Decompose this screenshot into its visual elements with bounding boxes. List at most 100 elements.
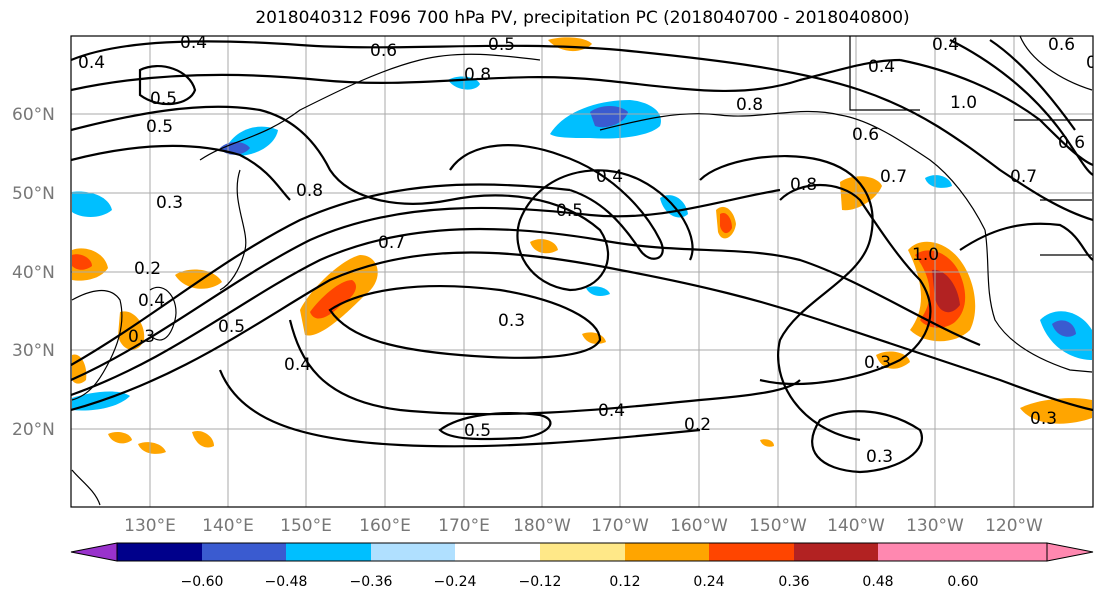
colorbar-segment [117,543,202,561]
lon-label: 150°W [749,516,807,536]
contour-label: 0.5 [464,421,491,441]
lat-label: 30°N [12,341,55,361]
contour-labels: 0.4 0.6 0.5 0.4 0.6 0.5 0.8 0.5 0.4 0.3 … [78,33,1105,467]
contour-label: 0.4 [596,167,623,187]
contour-label: 0.3 [866,447,893,467]
contour-label: 0.5 [150,89,177,109]
contour-label: 0.6 [852,125,879,145]
lon-label: 160°W [670,516,728,536]
contour-label: 0.6 [1058,133,1085,153]
colorbar-segment [371,543,455,561]
colorbar-tick: 0.36 [778,574,809,590]
precip-positive-core [720,212,732,234]
precip-negative-region [586,286,610,296]
contour-label: 0.4 [180,33,207,53]
contour-label: 0.7 [1010,167,1037,187]
lon-label: 130°W [906,516,964,536]
lat-label: 50°N [12,184,55,204]
contour-label: 0.7 [880,167,907,187]
colorbar-segment [455,543,540,561]
precip-positive-region [118,311,145,350]
contour-label: 0.5 [146,117,173,137]
contour-label: 0.3 [1086,53,1105,73]
colorbar-segment [625,543,709,561]
precip-negative-region [72,191,112,217]
colorbar-extend-low [70,542,118,562]
contour-label: 0.2 [134,259,161,279]
contour-label: 0.5 [218,317,245,337]
map-frame [70,35,1094,508]
colorbar-tick: 0.48 [862,574,893,590]
colorbar-segment [202,543,286,561]
colorbar-segment [878,543,963,561]
colorbar-tick: −0.24 [434,574,477,590]
pv-contours [71,39,1093,474]
contour-label: 0.6 [370,41,397,61]
lon-label: 130°E [124,516,176,536]
precip-negative-core [590,106,628,128]
lon-label: 170°E [438,516,490,536]
colorbar-segment [540,543,625,561]
graticule [71,36,1093,507]
contour-label: 0.5 [488,35,515,55]
colorbar-tick: 0.12 [609,574,640,590]
colorbar-tick: −0.12 [519,574,562,590]
precip-positive-region [876,351,910,369]
contour-label: 0.3 [1030,409,1057,429]
contour-label: 1.0 [912,245,939,265]
precip-positive-core [310,280,356,319]
contour-label: 0.8 [790,175,817,195]
lat-label: 20°N [12,420,55,440]
colorbar-extend-outline [1046,542,1094,562]
lon-label: 170°W [591,516,649,536]
precip-negative-region [925,175,952,188]
precip-negative-core [1052,320,1076,337]
map-title: 2018040312 F096 700 hPa PV, precipitatio… [255,8,910,28]
contour-label: 0.4 [932,35,959,55]
latitude-labels: 60°N 50°N 40°N 30°N 20°N [12,105,55,440]
lon-label: 160°E [359,516,411,536]
contour-label: 0.8 [464,65,491,85]
precip-positive-region [530,239,558,254]
precip-positive-region [108,432,132,444]
contour-label: 0.3 [864,353,891,373]
precip-positive-region [138,442,166,454]
precip-positive-max [932,269,960,313]
colorbar-tick: 0.24 [693,574,724,590]
contour-label: 0.4 [598,401,625,421]
contour-label: 0.4 [138,291,165,311]
lon-label: 150°E [280,516,332,536]
lat-label: 60°N [12,105,55,125]
lon-label: 180°W [513,516,571,536]
contour-label: 0.6 [1048,35,1075,55]
colorbar-tick: −0.48 [265,574,308,590]
lon-label: 140°W [827,516,885,536]
contour-label: 0.4 [284,355,311,375]
colorbar-tick: −0.36 [350,574,393,590]
colorbar-tick: −0.60 [181,574,224,590]
contour-label: 0.5 [556,201,583,221]
colorbar-segment [794,543,878,561]
contour-label: 1.0 [950,93,977,113]
colorbar-extend-high [963,543,1093,561]
colorbar: −0.60 −0.48 −0.36 −0.24 −0.12 0.12 0.24 … [70,542,1094,590]
precip-shading [72,37,1092,454]
contour-label: 0.4 [78,53,105,73]
precip-positive-region [192,430,214,448]
contour-label: 0.8 [736,95,763,115]
precip-positive-region [760,439,774,447]
lat-label: 40°N [12,263,55,283]
contour-label: 0.7 [378,233,405,253]
colorbar-segment [709,543,794,561]
lon-label: 120°W [985,516,1043,536]
contour-label: 0.8 [296,181,323,201]
colorbar-segment [286,543,371,561]
contour-label: 0.3 [156,193,183,213]
longitude-labels: 130°E 140°E 150°E 160°E 170°E 180°W 170°… [124,516,1043,536]
lon-label: 140°E [202,516,254,536]
contour-label: 0.3 [128,327,155,347]
contour-label: 0.2 [684,415,711,435]
precip-positive-core [72,254,92,270]
colorbar-tick: 0.60 [947,574,978,590]
